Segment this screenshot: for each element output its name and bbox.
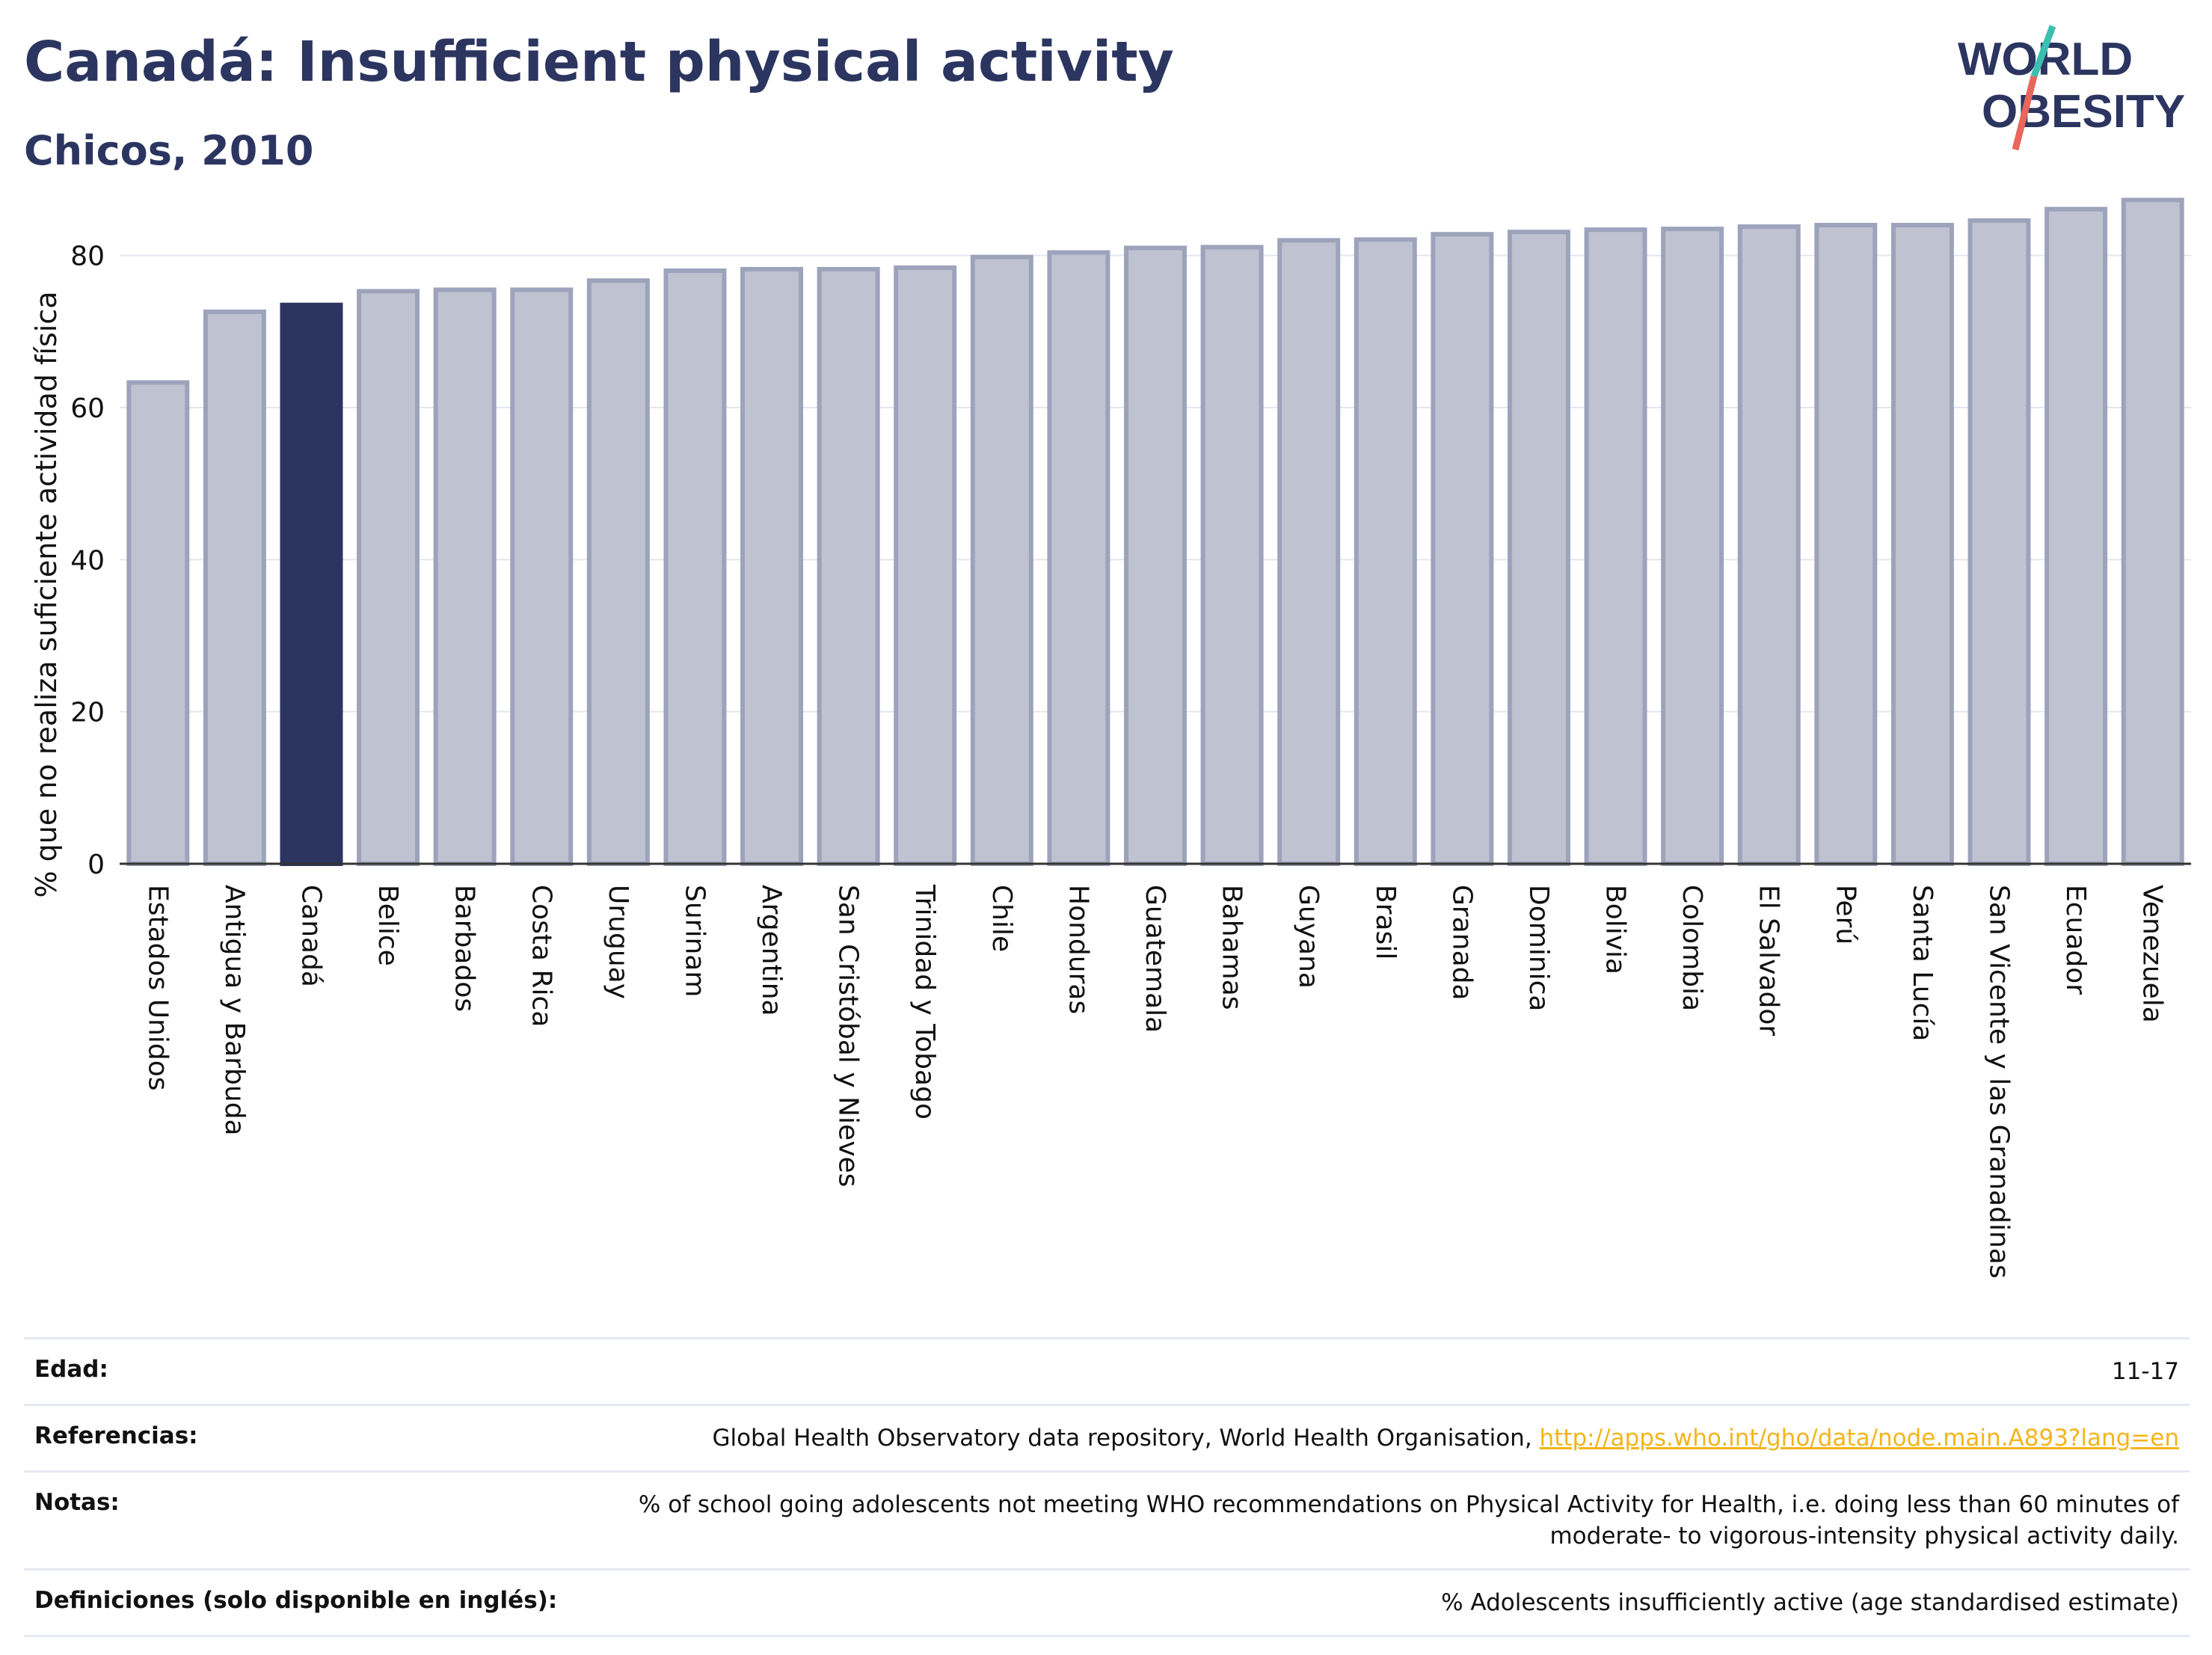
x-tick-label: Perú: [1830, 885, 1861, 945]
info-row-definitions: Definiciones (solo disponible en inglés)…: [24, 1569, 2190, 1636]
x-tick-label: Colombia: [1677, 885, 1707, 1011]
bar: [970, 254, 1033, 866]
x-tick-label: Estados Unidos: [142, 885, 173, 1091]
x-tick-label: Ecuador: [2060, 885, 2091, 995]
x-tick-label: Bahamas: [1217, 885, 1247, 1010]
reference-text: Global Health Observatory data repositor…: [712, 1425, 1540, 1452]
y-tick-label: 80: [70, 242, 105, 272]
reference-link[interactable]: http://apps.who.int/gho/data/node.main.A…: [1539, 1425, 2179, 1452]
x-tick-label: Canadá: [295, 885, 326, 987]
bar: [1200, 245, 1264, 866]
info-value: % Adolescents insufficiently active (age…: [1441, 1589, 2179, 1616]
y-axis-label: % que no realiza suficiente actividad fí…: [30, 292, 63, 898]
x-tick-label: Argentina: [756, 885, 787, 1016]
info-row-references: Referencias: Global Health Observatory d…: [24, 1404, 2190, 1472]
bar-layer: [126, 197, 2184, 867]
bar: [740, 266, 804, 866]
axis-layer: 0 20 40 60 80: [70, 242, 2191, 880]
x-tick-label: Trinidad y Tobago: [909, 884, 940, 1120]
y-tick-label: 40: [70, 545, 105, 576]
info-label: Referencias:: [34, 1422, 198, 1449]
label-layer: Estados Unidos Antigua y Barbuda Canadá Bel…: [142, 884, 2167, 1279]
bar: [1354, 237, 1417, 867]
bar: [126, 380, 190, 866]
x-tick-label: Dominica: [1523, 885, 1554, 1012]
x-tick-label: Belice: [372, 885, 403, 966]
bar-highlight: [280, 302, 343, 866]
bar: [1277, 238, 1341, 867]
x-tick-label: Guyana: [1293, 885, 1324, 989]
info-label: Definiciones (solo disponible en inglés)…: [34, 1587, 558, 1614]
bar: [2121, 197, 2184, 866]
x-tick-label: Guatemala: [1140, 885, 1170, 1033]
x-tick-label: Antigua y Barbuda: [219, 885, 250, 1136]
logo-slash-top: [2030, 25, 2056, 78]
info-row-age: Edad: 11-17: [24, 1338, 2190, 1405]
bar: [357, 289, 420, 866]
bar: [1047, 250, 1110, 867]
x-tick-label: Santa Lucía: [1907, 885, 1938, 1041]
bar: [1431, 232, 1494, 866]
bar: [663, 268, 727, 866]
info-value: Global Health Observatory data repositor…: [568, 1405, 2190, 1472]
logo-line2: OBESITY: [1982, 86, 2185, 138]
bar: [1814, 223, 1878, 866]
bar: [1737, 224, 1801, 866]
bar: [1507, 230, 1570, 866]
bar-chart: 0 20 40 60 80 Estados Unidos Antigua y Barbud…: [30, 197, 2191, 1279]
x-tick-label: Honduras: [1063, 885, 1093, 1014]
x-tick-label: Chile: [986, 885, 1017, 952]
x-tick-label: San Vicente y las Granadinas: [1984, 885, 2015, 1279]
y-tick-label: 60: [70, 393, 105, 424]
bar: [1584, 227, 1647, 867]
x-tick-label: San Cristóbal y Nieves: [833, 885, 864, 1187]
x-tick-label: El Salvador: [1754, 885, 1784, 1036]
info-row-notes: Notas: % of school going adolescents not…: [24, 1471, 2190, 1570]
bar: [203, 309, 266, 866]
bar: [1967, 218, 2031, 866]
bar: [586, 278, 650, 866]
x-tick-label: Brasil: [1370, 885, 1401, 959]
bar: [2044, 206, 2108, 866]
bar: [1661, 227, 1724, 867]
x-tick-label: Uruguay: [603, 885, 633, 999]
x-tick-label: Barbados: [449, 885, 480, 1012]
bar: [510, 287, 574, 866]
world-obesity-logo: WORLD OBESITY: [1958, 25, 2185, 151]
info-label: Edad:: [34, 1356, 108, 1383]
bar: [1890, 223, 1954, 866]
x-tick-label: Venezuela: [2137, 885, 2168, 1023]
info-value: 11-17: [2111, 1358, 2179, 1385]
bar: [1124, 245, 1187, 866]
info-value: % of school going adolescents not meetin…: [638, 1491, 2179, 1550]
x-tick-label: Surinam: [679, 885, 710, 997]
info-table: Edad: 11-17 Referencias: Global Health O…: [24, 1337, 2190, 1637]
page-subtitle: Chicos, 2010: [24, 127, 314, 174]
bar: [894, 265, 957, 866]
y-tick-label: 20: [70, 698, 105, 728]
bar: [817, 266, 880, 866]
x-tick-label: Costa Rica: [526, 885, 556, 1027]
bar: [433, 287, 497, 866]
y-tick-label: 0: [87, 850, 105, 880]
logo-slash-bottom: [2012, 75, 2038, 151]
x-tick-label: Granada: [1446, 885, 1477, 1001]
info-label: Notas:: [34, 1489, 120, 1516]
page-title: Canadá: Insufficient physical activity: [24, 30, 1174, 94]
x-tick-label: Bolivia: [1600, 885, 1631, 974]
